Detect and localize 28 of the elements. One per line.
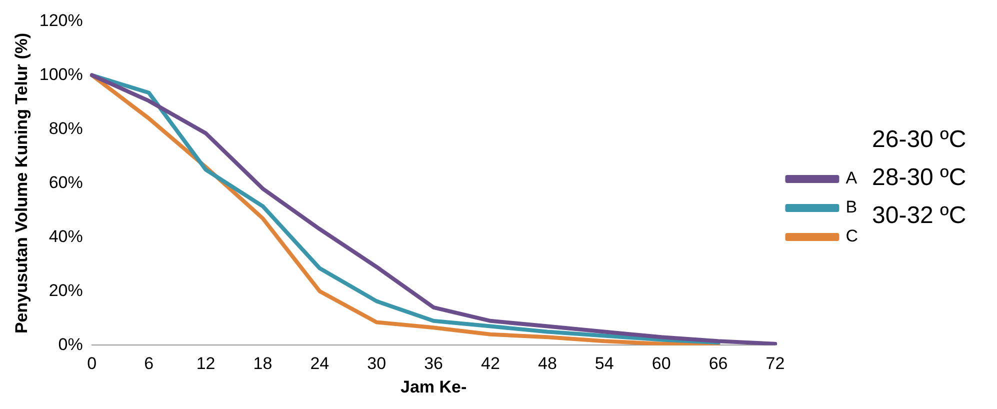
text: 26-30 ºC — [872, 125, 966, 155]
text: 30-32 ºC — [872, 201, 966, 231]
y-axis-title: Penyusutan Volume Kuning Telur (%) — [12, 32, 31, 334]
x-tick-label: 12 — [196, 354, 216, 374]
x-tick-label: 30 — [367, 354, 386, 374]
x-tick-label: 24 — [310, 354, 330, 374]
y-tick-label: 120% — [39, 10, 83, 30]
x-axis-title: Jam Ke- — [400, 377, 467, 396]
text: 28-30 ºC — [872, 163, 966, 193]
x-tick-label: 6 — [144, 354, 154, 374]
y-tick-label: 60% — [48, 172, 83, 192]
x-tick-label: 18 — [253, 354, 272, 374]
legend-label: A — [846, 168, 858, 188]
y-tick-label: 100% — [39, 64, 83, 84]
y-tick-label: 40% — [48, 226, 83, 246]
y-tick-label: 80% — [48, 118, 83, 138]
x-tick-label: 36 — [424, 354, 444, 374]
y-tick-label: 20% — [48, 280, 83, 300]
legend-label: C — [846, 226, 858, 246]
legend-label: B — [846, 198, 858, 217]
x-tick-label: 72 — [766, 354, 785, 374]
x-tick-label: 0 — [87, 354, 97, 374]
x-tick-label: 54 — [594, 354, 614, 374]
x-tick-label: 66 — [708, 354, 728, 374]
x-tick-label: 42 — [481, 354, 500, 374]
y-tick-label: 0% — [58, 334, 83, 354]
x-tick-label: 60 — [652, 354, 671, 374]
x-tick-label: 48 — [538, 354, 557, 374]
